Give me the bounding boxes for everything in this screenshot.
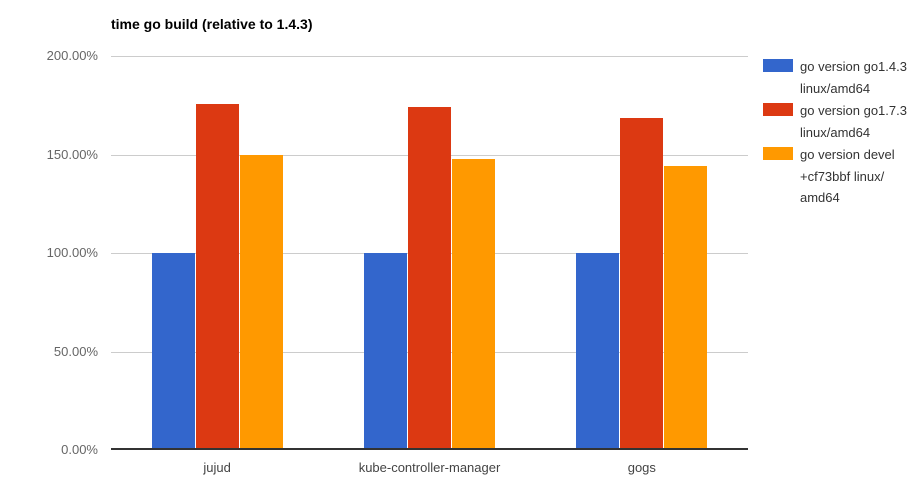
x-axis-category-label: jujud [203,460,231,475]
y-axis-tick-label: 150.00% [46,146,98,162]
legend-label-line: go version go1.7.3 [800,103,907,118]
x-axis-category-label: kube-controller-manager [358,460,501,475]
legend-swatch-icon [763,147,793,160]
bar-gogs-series3[interactable] [664,165,708,450]
bar-gogs-series1[interactable] [576,253,620,450]
y-axis-tick-label: 50.00% [53,343,98,359]
plot-area [111,56,748,450]
chart-title: time go build (relative to 1.4.3) [111,16,313,32]
y-axis-tick-label: 200.00% [46,48,98,63]
legend-swatch-icon [763,59,793,72]
legend: go version go1.4.3 linux/amd64 go version … [763,56,921,209]
bar-kube-controller-manager-series2[interactable] [408,107,451,450]
x-axis-category-label: gogs [627,460,656,475]
y-axis-tick-label: 100.00% [46,245,98,260]
x-axis-line [111,448,748,450]
legend-label: go version devel +cf73bbf linux/amd64 [800,144,895,209]
legend-label-line: go version devel [800,147,895,162]
y-axis-tick-label: 0.00% [61,442,98,457]
legend-label-line: linux/amd64 [800,124,871,140]
bar-jujud-series2[interactable] [195,104,239,450]
bar-jujud-series1[interactable] [151,253,195,450]
legend-label-line: amd64 [800,190,840,205]
legend-item-series3: go version devel +cf73bbf linux/amd64 [763,144,921,209]
legend-swatch-icon [763,103,793,116]
bar-gogs-series2[interactable] [620,118,664,450]
bar-jujud-series3[interactable] [239,155,283,450]
bar-kube-controller-manager-series1[interactable] [364,253,407,450]
bar-kube-controller-manager-series3[interactable] [452,159,495,450]
legend-label-line: linux/amd64 [800,80,871,96]
gridline [111,56,748,57]
legend-label: go version go1.4.3 linux/amd64 [800,56,907,99]
legend-label-line: go version go1.4.3 [800,59,907,74]
legend-item-series2: go version go1.7.3 linux/amd64 [763,100,921,143]
legend-label-line: +cf73bbf linux/ [800,168,885,184]
legend-item-series1: go version go1.4.3 linux/amd64 [763,56,921,99]
legend-label: go version go1.7.3 linux/amd64 [800,100,907,143]
